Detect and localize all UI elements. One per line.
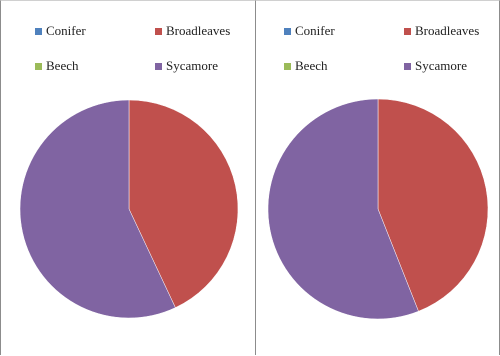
legend-left: Conifer Broadleaves Beech Sycamore — [1, 1, 255, 81]
legend-item-conifer: Conifer — [35, 23, 86, 39]
legend-item-sycamore: Sycamore — [155, 58, 218, 74]
legend-swatch-conifer — [284, 27, 291, 35]
legend-swatch-sycamore — [155, 62, 162, 70]
legend-swatch-conifer — [35, 27, 42, 35]
legend-swatch-broadleaves — [155, 27, 162, 35]
legend-label-beech: Beech — [295, 58, 328, 73]
legend-swatch-sycamore — [404, 62, 411, 70]
legend-swatch-beech — [284, 62, 291, 70]
legend-label-conifer: Conifer — [295, 23, 335, 38]
legend-item-beech: Beech — [35, 58, 78, 74]
pie-chart-left: Conifer Broadleaves Beech Sycamore — [0, 0, 256, 355]
legend-label-conifer: Conifer — [46, 23, 86, 38]
legend-label-sycamore: Sycamore — [415, 58, 467, 73]
pie-slice-broadleaves — [377, 98, 489, 312]
legend-item-broadleaves: Broadleaves — [404, 23, 479, 39]
legend-label-sycamore: Sycamore — [166, 58, 218, 73]
legend-swatch-broadleaves — [404, 27, 411, 35]
legend-swatch-beech — [35, 62, 42, 70]
legend-item-beech: Beech — [284, 58, 327, 74]
legend-item-conifer: Conifer — [284, 23, 335, 39]
pie-chart-right: Conifer Broadleaves Beech Sycamore — [256, 0, 500, 355]
pie-slice-sycamore — [267, 98, 419, 320]
legend-label-broadleaves: Broadleaves — [166, 23, 231, 38]
legend-item-broadleaves: Broadleaves — [155, 23, 230, 39]
legend-label-broadleaves: Broadleaves — [415, 23, 480, 38]
legend-item-sycamore: Sycamore — [404, 58, 467, 74]
pie-slice-broadleaves — [128, 99, 239, 308]
pie-plot-left — [19, 99, 239, 319]
legend-right: Conifer Broadleaves Beech Sycamore — [256, 1, 499, 81]
pie-slice-sycamore — [19, 99, 176, 319]
pie-plot-right — [267, 98, 489, 320]
legend-label-beech: Beech — [46, 58, 79, 73]
